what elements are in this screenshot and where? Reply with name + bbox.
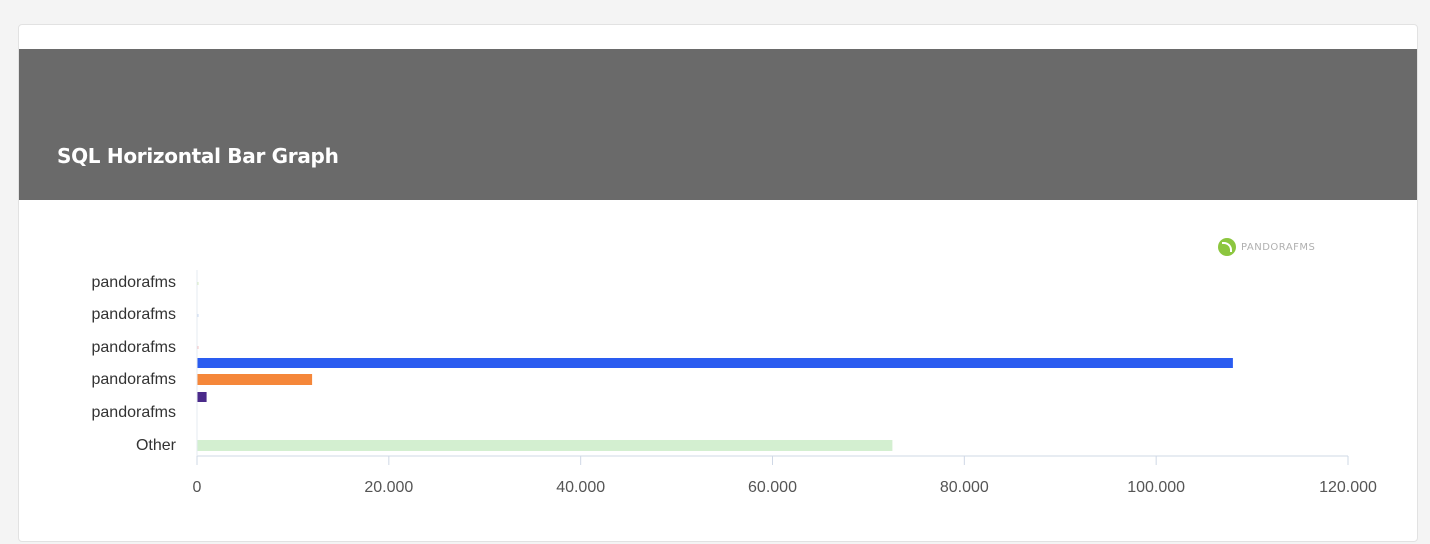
bar[interactable]: [197, 374, 313, 385]
bar[interactable]: [197, 358, 1233, 368]
bar[interactable]: [197, 346, 199, 349]
category-label: pandorafms: [92, 339, 177, 356]
x-tick-label: 80.000: [940, 479, 989, 496]
category-label: pandorafms: [92, 306, 177, 323]
bar[interactable]: [197, 440, 893, 451]
bar[interactable]: [197, 314, 199, 317]
pandorafms-logo: PANDORAFMS: [1218, 238, 1315, 256]
x-tick-label: 40.000: [556, 479, 605, 496]
widget-title: SQL Horizontal Bar Graph: [57, 144, 339, 168]
x-tick-label: 100.000: [1127, 479, 1185, 496]
x-tick-label: 60.000: [748, 479, 797, 496]
x-tick-label: 20.000: [364, 479, 413, 496]
bar[interactable]: [197, 392, 207, 402]
category-label: pandorafms: [92, 274, 177, 291]
widget-header: SQL Horizontal Bar Graph: [19, 49, 1417, 200]
category-label: Other: [136, 437, 177, 454]
pandorafms-logo-icon: [1218, 238, 1236, 256]
category-labels: pandorafms pandorafms pandorafms pandorafms…: [92, 274, 177, 454]
category-label: pandorafms: [92, 404, 177, 421]
x-axis: 0 20.000 40.000 60.000 80.000 100.000 120.000: [193, 270, 1377, 496]
x-tick-label: 120.000: [1319, 479, 1377, 496]
x-tick-label: 0: [193, 479, 202, 496]
logo-text: PANDORAFMS: [1241, 241, 1316, 253]
bars: [197, 282, 1233, 451]
category-label: pandorafms: [92, 371, 177, 388]
bar[interactable]: [197, 282, 199, 285]
